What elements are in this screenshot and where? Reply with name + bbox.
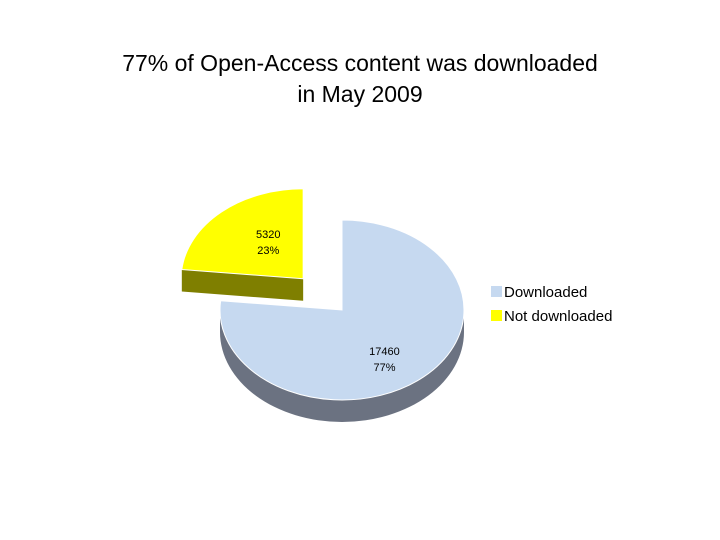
chart-title: 77% of Open-Access content was downloade… [60, 48, 660, 110]
legend-label-downloaded: Downloaded [504, 284, 587, 301]
data-label-percent-not-downloaded: 23% [257, 245, 279, 257]
data-label-value-not-downloaded: 5320 [256, 229, 280, 241]
chart-title-line-1: 77% of Open-Access content was downloade… [122, 50, 598, 76]
pie-side-downloaded [220, 310, 464, 422]
data-label-value-downloaded: 17460 [369, 346, 400, 358]
data-label-percent-downloaded: 77% [373, 362, 395, 374]
pie-cut-face [181, 269, 304, 301]
chart-title-line-2: in May 2009 [297, 81, 423, 107]
legend-swatch-downloaded [491, 286, 502, 297]
legend-label-not-downloaded: Not downloaded [504, 308, 612, 325]
pie-slice-not-downloaded [181, 188, 304, 280]
pie-slice-downloaded [219, 219, 465, 401]
legend-swatch-not-downloaded [491, 310, 502, 321]
